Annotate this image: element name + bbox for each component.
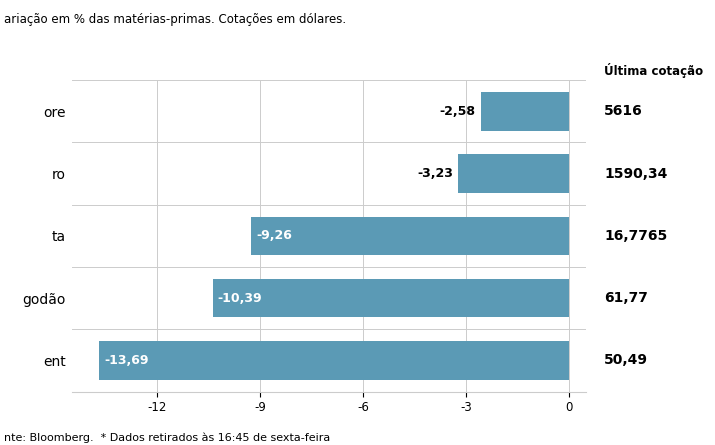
Bar <box>252 217 569 255</box>
Text: 16,7765: 16,7765 <box>604 229 667 243</box>
Text: -9,26: -9,26 <box>257 229 292 243</box>
Text: nte: Bloomberg.  * Dados retirados às 16:45 de sexta-feira: nte: Bloomberg. * Dados retirados às 16:… <box>4 432 330 443</box>
Bar <box>458 154 569 193</box>
Text: 50,49: 50,49 <box>604 353 649 368</box>
Text: ariação em % das matérias-primas. Cotações em dólares.: ariação em % das matérias-primas. Cotaçõ… <box>4 13 345 26</box>
Text: Última cotação: Última cotação <box>604 63 704 78</box>
Text: -13,69: -13,69 <box>104 354 149 367</box>
Bar <box>99 341 569 380</box>
Text: -2,58: -2,58 <box>440 105 475 118</box>
Bar <box>212 279 569 317</box>
Text: -10,39: -10,39 <box>217 291 262 305</box>
Text: 61,77: 61,77 <box>604 291 648 305</box>
Text: -3,23: -3,23 <box>418 167 453 180</box>
Text: 5616: 5616 <box>604 104 643 118</box>
Bar <box>480 92 569 130</box>
Text: 1590,34: 1590,34 <box>604 166 668 181</box>
